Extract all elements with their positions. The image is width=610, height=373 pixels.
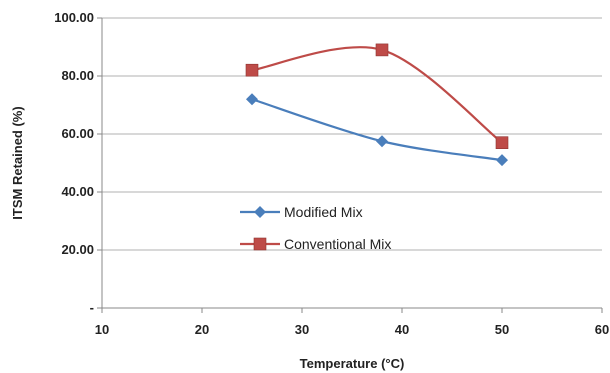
y-tick-label: 100.00 <box>54 10 94 25</box>
x-tick-label: 10 <box>95 322 109 337</box>
data-point-diamond <box>376 135 388 147</box>
x-tick-label: 60 <box>595 322 609 337</box>
y-tick-labels: - 20.00 40.00 60.00 80.00 100.00 <box>54 10 94 315</box>
data-point-square <box>246 64 258 76</box>
x-tick-labels: 10 20 30 40 50 60 <box>95 322 609 337</box>
data-point-square <box>496 137 508 149</box>
y-tick-label: - <box>90 300 94 315</box>
data-point-diamond <box>496 154 508 166</box>
series-2 <box>246 44 508 149</box>
legend-label: Conventional Mix <box>284 236 391 252</box>
data-point-diamond <box>254 206 266 218</box>
x-tick-label: 20 <box>195 322 209 337</box>
legend-label: Modified Mix <box>284 204 363 220</box>
y-tick-label: 60.00 <box>61 126 94 141</box>
data-point-square <box>254 238 266 250</box>
x-axis-title: Temperature (°C) <box>300 356 405 371</box>
series-1 <box>246 93 508 166</box>
y-tick-label: 40.00 <box>61 184 94 199</box>
series-group <box>246 44 508 166</box>
series-line <box>252 47 502 143</box>
y-tick-label: 80.00 <box>61 68 94 83</box>
x-tick-label: 40 <box>395 322 409 337</box>
y-tick-label: 20.00 <box>61 242 94 257</box>
data-point-diamond <box>246 93 258 105</box>
legend-item: Modified Mix <box>240 204 363 220</box>
x-tick-label: 50 <box>495 322 509 337</box>
legend-item: Conventional Mix <box>240 236 391 252</box>
axes <box>97 18 602 313</box>
y-axis-title: ITSM Retained (%) <box>10 106 25 219</box>
x-tick-label: 30 <box>295 322 309 337</box>
legend: Modified Mix Conventional Mix <box>240 204 391 252</box>
data-point-square <box>376 44 388 56</box>
